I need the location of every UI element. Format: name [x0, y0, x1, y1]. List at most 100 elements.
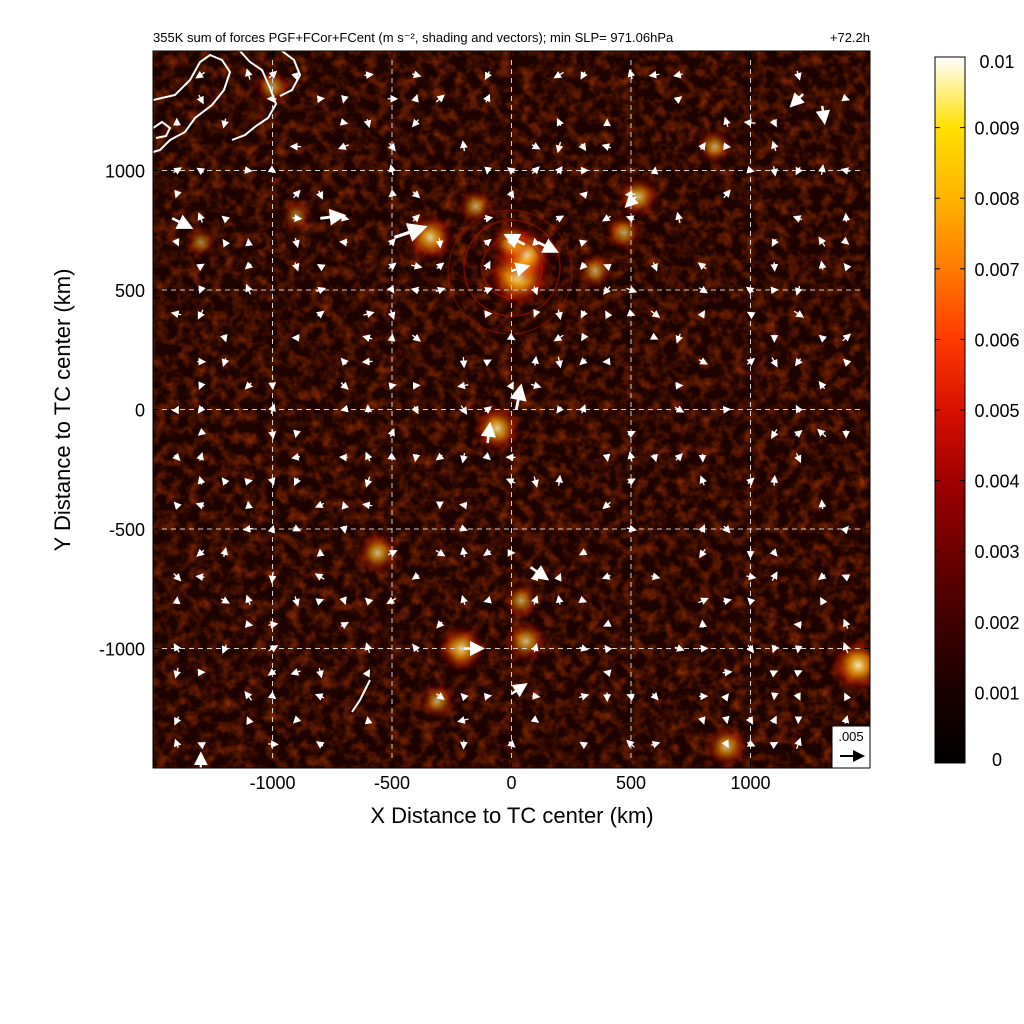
field-vector [556, 117, 564, 127]
field-vector [220, 333, 228, 343]
field-vector [196, 167, 206, 176]
field-vector [555, 594, 564, 605]
field-vector [197, 405, 206, 414]
field-vector [411, 214, 421, 223]
hotspot [253, 67, 292, 106]
field-vector [268, 403, 276, 414]
field-vector [315, 598, 325, 606]
field-vector [794, 429, 803, 438]
field-vector [292, 596, 300, 607]
field-vector [387, 142, 396, 152]
field-vector [698, 716, 706, 725]
field-vector [649, 332, 659, 340]
colorbar-tick-label: 0.007 [974, 260, 1019, 280]
field-vector [197, 212, 205, 223]
field-vector [675, 211, 683, 224]
colorbar-tick-label: 0.005 [974, 401, 1019, 421]
field-vector [817, 572, 827, 581]
field-vector [435, 549, 446, 557]
field-vector [268, 382, 277, 391]
large-vector [320, 208, 347, 226]
field-vector [268, 70, 278, 79]
field-vector [361, 357, 373, 366]
field-vector [770, 286, 779, 295]
field-vector [364, 476, 373, 488]
field-vector [818, 499, 827, 510]
field-vector [459, 405, 468, 416]
field-vector [459, 356, 468, 369]
field-vector [841, 715, 850, 724]
hotspot [184, 226, 217, 259]
field-vector [770, 429, 779, 439]
field-vector [793, 310, 805, 318]
y-tick-label: 0 [135, 401, 145, 421]
field-vector [460, 140, 468, 152]
field-vector [794, 70, 802, 81]
field-vector [316, 95, 326, 103]
field-vector [196, 94, 204, 105]
field-vector [364, 716, 373, 725]
field-vector [746, 739, 756, 747]
field-vector [339, 596, 347, 605]
field-vector [507, 167, 516, 175]
field-vector [435, 452, 445, 461]
field-vector [555, 141, 564, 154]
field-vector [268, 571, 277, 584]
field-vector [602, 619, 612, 627]
plot-area [153, 51, 870, 768]
field-vector [771, 644, 779, 654]
field-vector [412, 453, 421, 463]
field-vector [698, 524, 706, 534]
field-vector [723, 142, 732, 151]
field-vector [411, 333, 421, 342]
field-vector [245, 238, 253, 247]
large-vector [393, 223, 428, 242]
x-tick-label: 0 [506, 773, 516, 793]
field-vector [532, 237, 540, 246]
field-vector [818, 334, 828, 343]
y-tick-label: 500 [115, 281, 145, 301]
x-tick-label: -1000 [249, 773, 295, 793]
hotspot [405, 212, 456, 263]
field-vector [172, 596, 181, 605]
field-vector [314, 693, 325, 701]
field-vector [841, 93, 851, 102]
hotspot [456, 187, 495, 226]
field-vector [411, 572, 421, 580]
field-vector [627, 69, 636, 80]
field-vector [386, 285, 395, 294]
field-vector [292, 262, 300, 272]
field-vector [365, 451, 373, 462]
field-vector [292, 715, 302, 724]
field-vector [580, 71, 588, 80]
colorbar-tick-label: 0.01 [979, 52, 1014, 72]
field-vector [484, 166, 492, 175]
field-vector [195, 502, 205, 510]
colorbar-tick-label: 0 [992, 750, 1002, 770]
field-vector [170, 310, 182, 319]
field-vector [364, 71, 374, 80]
field-vector [817, 428, 827, 438]
hotspot [418, 682, 457, 721]
field-vector [794, 357, 803, 367]
field-vector [290, 668, 301, 676]
field-vector [601, 143, 612, 151]
hotspot [830, 637, 870, 694]
field-vector [722, 189, 731, 199]
field-vector [793, 670, 803, 678]
field-vector [388, 262, 397, 271]
hotspot [704, 724, 749, 768]
field-vector [198, 381, 206, 391]
field-vector [435, 237, 444, 249]
hotspot [503, 619, 548, 664]
y-tick-label: -500 [109, 520, 145, 540]
field-vector [531, 643, 539, 653]
field-vector [460, 452, 468, 464]
field-vector [722, 715, 730, 725]
field-vector [650, 166, 659, 175]
field-vector [840, 525, 849, 535]
field-vector [197, 427, 207, 436]
field-vector [840, 236, 850, 245]
field-vector [531, 476, 539, 488]
